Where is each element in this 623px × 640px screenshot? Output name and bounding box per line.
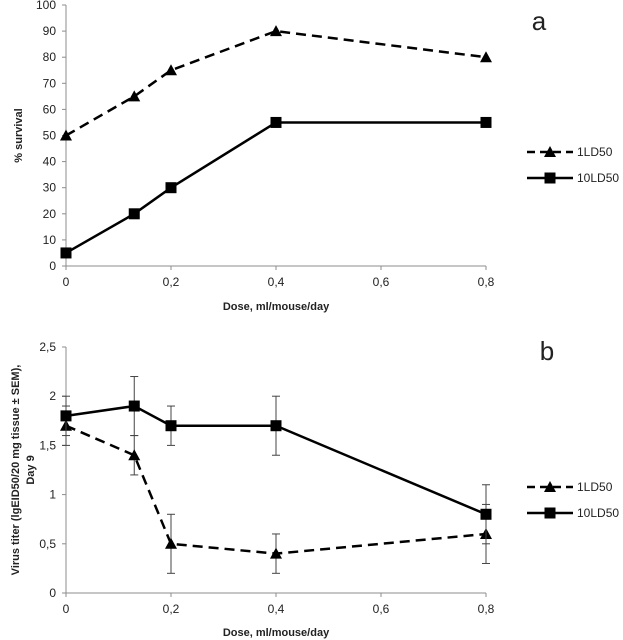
panel-a-y-tick-label: 10 bbox=[43, 233, 57, 247]
panel-b-legend-label: 1LD50 bbox=[577, 480, 613, 494]
panel-a-point-10ld50 bbox=[128, 208, 140, 220]
panel-a-y-tick-label: 0 bbox=[49, 259, 56, 273]
panel-b-x-tick-label: 0,8 bbox=[478, 602, 495, 616]
panel-a-legend-marker bbox=[544, 172, 556, 184]
panel-a-y-tick-label: 40 bbox=[43, 155, 57, 169]
panel-b-letter: b bbox=[540, 336, 554, 366]
panel-b-legend-marker bbox=[544, 507, 556, 519]
panel-a-line-10ld50 bbox=[65, 121, 486, 255]
panel-b-point-10ld50 bbox=[128, 400, 140, 412]
panel-a-y-tick-label: 70 bbox=[43, 76, 57, 90]
panel-a: 0 10 20 30 40 50 60 70 80 90 100 0 0,2 0,4 0,6 0,8 Dose,… bbox=[13, 0, 619, 313]
panel-a-series-10ld50 bbox=[60, 116, 492, 259]
panel-b-legend-item: 1LD50 bbox=[527, 480, 613, 494]
panel-b-point-1ld50 bbox=[128, 449, 141, 461]
panel-a-legend-label: 1LD50 bbox=[577, 145, 613, 159]
panel-a-y-tick-label: 80 bbox=[43, 50, 57, 64]
panel-b-point-1ld50 bbox=[270, 547, 282, 559]
panel-a-y-tick-label: 30 bbox=[43, 181, 57, 195]
panel-a-legend-item: 10LD50 bbox=[527, 171, 619, 185]
panel-b-x-tick-label: 0,4 bbox=[268, 602, 285, 616]
panel-b: 0 0,5 1 1,5 2 2,5 0 0,2 0,4 0,6 0,8 Dose, ml/mouse/… bbox=[10, 336, 619, 639]
panel-b-x-tick-label: 0,2 bbox=[163, 602, 180, 616]
panel-a-x-tick-label: 0 bbox=[63, 275, 70, 289]
panel-a-point-10ld50 bbox=[270, 116, 282, 128]
panel-a-point-10ld50 bbox=[480, 116, 492, 128]
panel-a-y-tick-label: 50 bbox=[43, 129, 57, 143]
panel-b-y-tick-label: 0 bbox=[49, 586, 56, 600]
panel-a-point-1ld50 bbox=[128, 90, 141, 102]
panel-a-point-1ld50 bbox=[480, 51, 492, 63]
panel-b-x-axis-title: Dose, ml/mouse/day bbox=[223, 627, 330, 639]
panel-a-point-10ld50 bbox=[60, 247, 72, 259]
panel-a-series-1ld50 bbox=[60, 25, 492, 141]
panel-a-x-tick-label: 0,2 bbox=[163, 275, 180, 289]
panel-b-series-10ld50 bbox=[60, 376, 492, 545]
panel-b-series-1ld50 bbox=[60, 405, 492, 574]
panel-a-x-tick-label: 0,4 bbox=[268, 275, 285, 289]
panel-a-x-tick-label: 0,8 bbox=[478, 275, 495, 289]
panel-a-legend-marker bbox=[544, 146, 556, 157]
panel-b-point-10ld50 bbox=[480, 508, 492, 520]
panel-a-point-10ld50 bbox=[165, 182, 177, 194]
panel-b-y-axis-title: Virus titer (lgEID50/20 mg tissue ± SEM)… bbox=[10, 365, 37, 576]
panel-a-x-tick-label: 0,6 bbox=[373, 275, 390, 289]
panel-b-point-1ld50 bbox=[165, 537, 177, 549]
panel-b-point-10ld50 bbox=[60, 410, 72, 422]
panel-a-y-tick-label: 100 bbox=[36, 0, 56, 12]
panel-b-y-axis-title-line: Virus titer (lgEID50/20 mg tissue ± SEM)… bbox=[10, 365, 22, 576]
panel-b-y-tick-label: 0,5 bbox=[39, 537, 56, 551]
panel-a-x-axis-title: Dose, ml/mouse/day bbox=[223, 301, 330, 313]
panel-a-legend-item: 1LD50 bbox=[527, 145, 613, 159]
panel-b-line-1ld50 bbox=[65, 424, 487, 555]
panel-b-y-tick-label: 2 bbox=[49, 389, 56, 403]
panel-b-x-tick-label: 0,6 bbox=[373, 602, 390, 616]
panel-a-point-1ld50 bbox=[270, 25, 282, 37]
panel-a-point-1ld50 bbox=[165, 64, 177, 76]
panel-a-letter: a bbox=[532, 6, 547, 36]
panel-a-y-tick-label: 90 bbox=[43, 24, 57, 38]
panel-b-y-axis-title-line: Day 9 bbox=[25, 455, 37, 484]
panel-b-x-tick-label: 0 bbox=[63, 602, 70, 616]
panel-b-point-10ld50 bbox=[270, 420, 282, 432]
panel-a-point-1ld50 bbox=[60, 129, 72, 141]
panel-a-y-axis-title: % survival bbox=[13, 108, 25, 162]
panel-a-y-tick-label: 60 bbox=[43, 102, 57, 116]
panel-b-legend-label: 10LD50 bbox=[577, 506, 619, 520]
panel-a-y-tick-label: 20 bbox=[43, 207, 57, 221]
panel-b-point-10ld50 bbox=[165, 420, 177, 432]
panel-b-y-tick-label: 1 bbox=[49, 488, 56, 502]
panel-a-legend-label: 10LD50 bbox=[577, 171, 619, 185]
panel-a-line-1ld50 bbox=[65, 29, 487, 137]
panel-b-legend-item: 10LD50 bbox=[527, 506, 619, 520]
panel-b-y-tick-label: 2,5 bbox=[39, 340, 56, 354]
panel-b-legend-marker bbox=[544, 481, 556, 492]
panel-b-y-tick-label: 1,5 bbox=[39, 438, 56, 452]
